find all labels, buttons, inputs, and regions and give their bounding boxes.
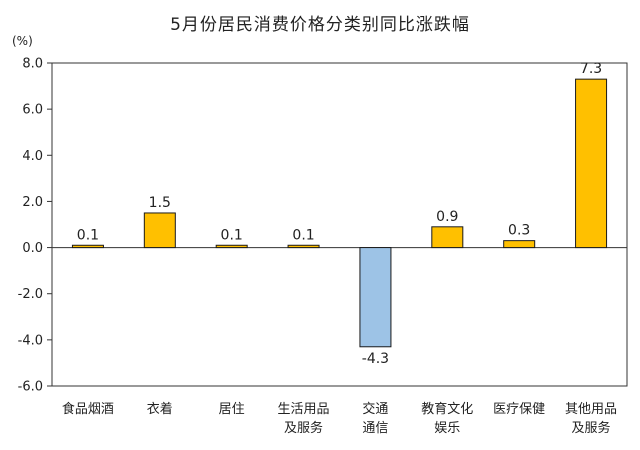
- x-category-label: 居住: [219, 402, 245, 417]
- x-category-label: 及服务: [572, 420, 611, 436]
- data-label: 0.3: [508, 223, 530, 239]
- bar: [359, 247, 392, 348]
- plot-frame: [51, 62, 628, 387]
- y-tick-label: 0.0: [22, 241, 43, 256]
- y-tick-label: 2.0: [22, 195, 43, 210]
- x-category-label: 衣着: [147, 401, 173, 417]
- data-label: 0.9: [436, 209, 458, 225]
- data-label: 0.1: [77, 227, 99, 243]
- y-tick-label: 8.0: [22, 57, 43, 72]
- bar: [215, 244, 248, 249]
- x-category-label: 教育文化: [421, 401, 473, 417]
- x-category-label: 通信: [362, 421, 388, 436]
- data-label: 0.1: [221, 227, 243, 243]
- bar: [287, 244, 320, 249]
- bar: [71, 244, 104, 249]
- x-category-label: 生活用品: [278, 402, 330, 417]
- y-tick-label: -6.0: [18, 380, 43, 395]
- data-label: 0.1: [292, 227, 314, 243]
- data-label: -4.3: [362, 351, 389, 367]
- chart-title: 5月份居民消费价格分类别同比涨跌幅: [170, 15, 470, 35]
- x-category-label: 及服务: [284, 420, 323, 436]
- y-tick-label: -4.0: [18, 333, 43, 348]
- y-tick-label: -2.0: [18, 287, 43, 302]
- x-category-label: 交通: [362, 401, 388, 417]
- x-category-label: 其他用品: [565, 402, 617, 417]
- data-label: 1.5: [149, 195, 171, 211]
- data-label: 7.3: [580, 61, 602, 77]
- bar: [143, 212, 176, 249]
- y-tick-label: 4.0: [22, 149, 43, 164]
- x-category-label: 医疗保健: [493, 402, 545, 417]
- y-tick-label: 6.0: [22, 103, 43, 118]
- x-category-label: 食品烟酒: [62, 401, 114, 417]
- bar: [575, 78, 608, 249]
- x-category-label: 娱乐: [434, 421, 460, 436]
- y-unit-label: (%): [12, 34, 33, 48]
- bar: [503, 240, 536, 249]
- bar: [431, 226, 464, 249]
